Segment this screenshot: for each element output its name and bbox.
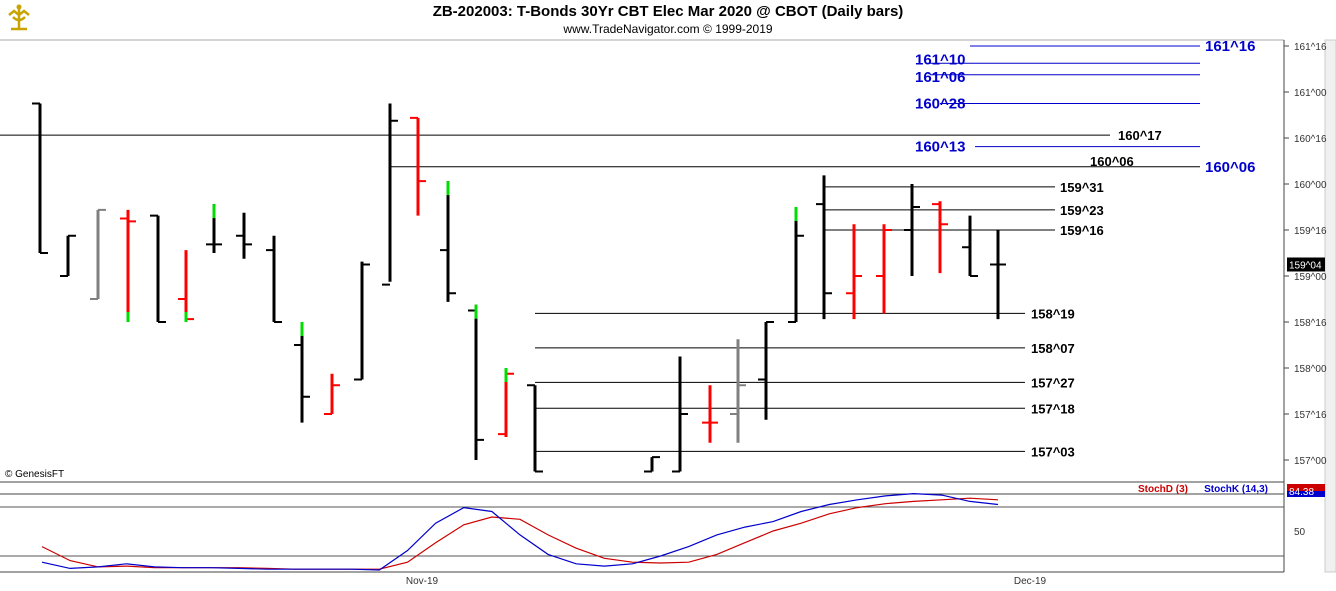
level-label: 158^19: [1031, 306, 1075, 321]
ohlc-bar: [382, 103, 398, 286]
ohlc-bar: [990, 230, 1006, 320]
stoch-line: [41, 497, 999, 570]
y-tick-label: 157^00: [1294, 456, 1327, 467]
ohlc-bar: [60, 234, 76, 277]
ohlc-bar: [788, 207, 804, 323]
ohlc-bar: [904, 184, 920, 276]
genesis-logo-icon: [8, 4, 30, 31]
ohlc-bar: [90, 208, 106, 300]
ohlc-bar: [816, 175, 832, 320]
level-label: 160^28: [915, 96, 965, 113]
ohlc-bar: [672, 356, 688, 473]
x-tick-label: Dec-19: [1014, 576, 1047, 587]
level-label: 160^06: [1205, 159, 1255, 176]
ohlc-bar: [498, 368, 514, 437]
level-label: 157^27: [1031, 375, 1075, 390]
ohlc-bar: [702, 385, 718, 443]
ohlc-bar: [468, 304, 484, 460]
ohlc-bar: [440, 181, 456, 302]
stoch-d-legend: StochD (3): [1138, 484, 1188, 495]
level-label: 161^10: [915, 51, 965, 68]
stoch-line: [41, 492, 999, 571]
ohlc-bar: [644, 456, 660, 473]
level-label: 157^03: [1031, 444, 1075, 459]
watermark-text: © GenesisFT: [5, 469, 65, 480]
ohlc-bar: [150, 214, 166, 323]
ohlc-bar: [324, 373, 340, 415]
y-tick-label: 157^16: [1294, 410, 1327, 421]
y-tick-label: 158^16: [1294, 318, 1327, 329]
y-tick-label: 159^16: [1294, 226, 1327, 237]
y-tick-label: 160^16: [1294, 134, 1327, 145]
last-price-label: 159^04: [1289, 261, 1322, 272]
y-tick-label: 159^00: [1294, 272, 1327, 283]
ohlc-bar: [730, 339, 746, 443]
level-label: 161^06: [915, 69, 965, 86]
ohlc-bar: [236, 212, 252, 259]
level-label: 157^18: [1031, 401, 1075, 416]
x-tick-label: Nov-19: [406, 576, 439, 587]
ohlc-bar: [294, 322, 310, 423]
level-label: 158^07: [1031, 341, 1075, 356]
ohlc-bar: [527, 384, 543, 473]
level-label: 161^16: [1205, 38, 1255, 55]
y-tick-label: 160^00: [1294, 180, 1327, 191]
level-label: 160^06: [1090, 154, 1134, 169]
ohlc-bar: [178, 250, 194, 322]
ohlc-bar: [410, 116, 426, 216]
chart-frame: [0, 39, 1336, 573]
ohlc-bar: [32, 102, 48, 254]
ohlc-bar: [846, 224, 862, 320]
ohlc-bar: [354, 261, 370, 381]
chart-subtitle: www.TradeNavigator.com © 1999-2019: [563, 22, 773, 36]
ohlc-bar: [266, 235, 282, 323]
y-tick-label: 158^00: [1294, 364, 1327, 375]
level-label: 160^17: [1118, 128, 1162, 143]
ohlc-bar: [932, 201, 948, 274]
ohlc-bar: [962, 215, 978, 277]
y-tick-label: 161^16: [1294, 42, 1327, 53]
level-label: 159^23: [1060, 203, 1104, 218]
level-label: 160^13: [915, 139, 965, 156]
y-tick-label: 161^00: [1294, 88, 1327, 99]
stoch-tick-label: 50: [1294, 527, 1306, 538]
level-label: 159^31: [1060, 180, 1104, 195]
ohlc-bar: [206, 204, 222, 253]
level-label: 159^16: [1060, 223, 1104, 238]
ohlc-bar: [876, 224, 892, 314]
ohlc-bar: [758, 321, 774, 420]
stoch-last-label: 84.38: [1289, 487, 1314, 498]
last-price-box: [1287, 257, 1325, 272]
ohlc-bar: [120, 209, 136, 322]
chart-title: ZB-202003: T-Bonds 30Yr CBT Elec Mar 202…: [432, 3, 904, 20]
stoch-k-legend: StochK (14,3): [1204, 484, 1268, 495]
